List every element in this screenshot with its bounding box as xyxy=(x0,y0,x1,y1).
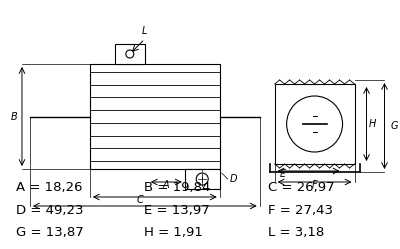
Text: G: G xyxy=(390,121,398,131)
Text: H: H xyxy=(368,119,376,129)
Bar xyxy=(115,44,145,64)
Text: D: D xyxy=(230,174,237,184)
Text: B = 19,84: B = 19,84 xyxy=(144,181,210,194)
Bar xyxy=(275,84,354,164)
Text: A: A xyxy=(163,180,170,190)
Text: E = 13,97: E = 13,97 xyxy=(144,204,210,217)
Text: E: E xyxy=(280,169,286,179)
Bar xyxy=(90,64,220,169)
Text: H = 1,91: H = 1,91 xyxy=(144,226,203,239)
Text: B: B xyxy=(11,112,17,122)
Text: C: C xyxy=(136,195,143,205)
Text: G = 13,87: G = 13,87 xyxy=(16,226,84,239)
Bar xyxy=(185,169,220,189)
Text: C = 26,97: C = 26,97 xyxy=(268,181,334,194)
Text: L = 3,18: L = 3,18 xyxy=(268,226,324,239)
Text: F = 27,43: F = 27,43 xyxy=(268,204,333,217)
Text: A = 18,26: A = 18,26 xyxy=(16,181,82,194)
Text: F: F xyxy=(312,180,317,190)
Text: D = 49,23: D = 49,23 xyxy=(16,204,84,217)
Text: L: L xyxy=(142,26,148,36)
